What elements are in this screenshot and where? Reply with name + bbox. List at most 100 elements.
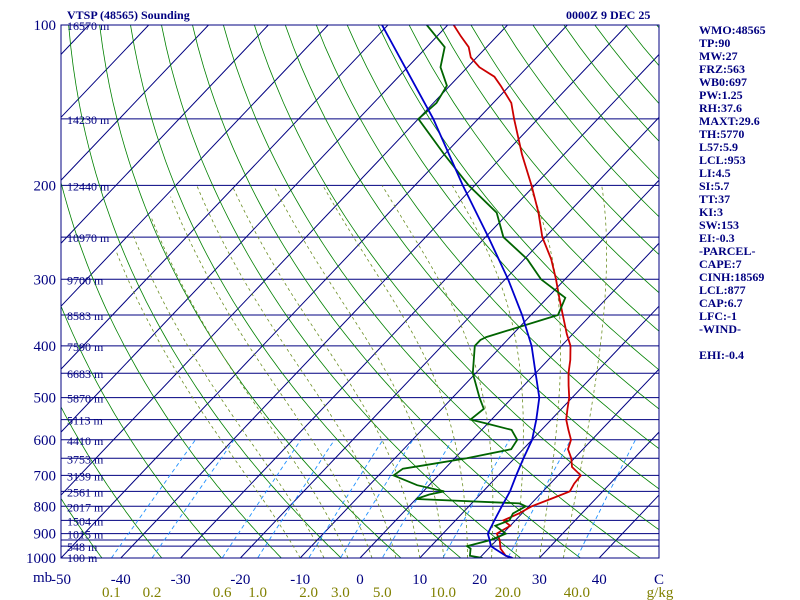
moist-adiabat xyxy=(562,185,607,558)
isotherm-line xyxy=(61,25,209,182)
dry-adiabat xyxy=(61,497,103,558)
moist-adiabat xyxy=(131,232,325,558)
mixing-ratio-line xyxy=(221,439,302,558)
height-label: 3139 m xyxy=(67,469,104,483)
plot-frame xyxy=(60,24,660,559)
isotherm-line xyxy=(359,242,659,558)
dry-adiabat xyxy=(439,25,659,294)
mixing-ratio-tick-label: 0.1 xyxy=(102,585,121,600)
stat-line: FRZ:563 xyxy=(699,62,745,76)
height-label: 6683 m xyxy=(67,367,104,381)
dry-adiabat xyxy=(470,25,659,256)
pressure-tick-label: 700 xyxy=(34,468,57,484)
dry-adiabat xyxy=(61,406,163,558)
stat-line: WMO:48565 xyxy=(699,23,766,37)
dry-adiabat xyxy=(68,25,342,558)
height-label: 2017 m xyxy=(67,500,104,514)
isotherm-line xyxy=(0,25,29,558)
mixing-ratio-unit-label: g/kg xyxy=(647,585,674,600)
pressure-tick-label: 200 xyxy=(34,178,57,194)
stat-line: TH:5770 xyxy=(699,127,745,141)
height-label: 12440 m xyxy=(67,179,110,193)
isotherm-line xyxy=(61,25,329,307)
dry-adiabat xyxy=(315,25,659,450)
time-title: 0000Z 9 DEC 25 xyxy=(566,8,651,22)
station-title: VTSP (48565) Sounding xyxy=(67,8,190,22)
pressure-tick-label: 300 xyxy=(34,272,57,288)
stat-line: -PARCEL- xyxy=(699,244,756,258)
stat-line: EHI:-0.4 xyxy=(699,348,744,362)
temperature-tick-label: -50 xyxy=(51,572,71,588)
dry-adiabat xyxy=(61,305,223,558)
stat-line: CINH:18569 xyxy=(699,270,765,284)
pressure-tick-label: 900 xyxy=(34,527,57,543)
height-label: 7590 m xyxy=(67,340,104,354)
axis-corner-label: mb xyxy=(33,570,52,586)
dry-adiabat xyxy=(130,25,462,558)
dry-adiabat xyxy=(223,25,641,558)
mixing-ratio-tick-label: 20.0 xyxy=(495,585,521,600)
stat-line: CAP:6.7 xyxy=(699,296,743,310)
dry-adiabat xyxy=(61,181,282,558)
height-label: 2561 m xyxy=(67,485,104,499)
stat-line: L57:5.9 xyxy=(699,140,738,154)
stat-line: PW:1.25 xyxy=(699,88,743,102)
sounding-trace-1 xyxy=(452,25,583,558)
height-label: 8583 m xyxy=(67,309,104,323)
moist-adiabat xyxy=(273,185,445,558)
mixing-ratio-tick-label: 0.2 xyxy=(143,585,162,600)
height-label: 1015 m xyxy=(67,528,104,542)
mixing-ratio-line xyxy=(576,439,636,558)
moist-adiabat xyxy=(115,250,301,558)
pressure-tick-label: 800 xyxy=(34,499,57,515)
mixing-ratio-line xyxy=(257,439,335,558)
stat-line: -WIND- xyxy=(699,322,741,336)
dry-adiabat xyxy=(161,25,522,558)
temperature-unit-label: C xyxy=(654,572,664,588)
sounding-trace-2 xyxy=(391,25,567,558)
mixing-ratio-tick-label: 0.6 xyxy=(213,585,232,600)
mixing-ratio-tick-label: 10.0 xyxy=(430,585,456,600)
stat-line: TP:90 xyxy=(699,36,731,50)
isotherm-line xyxy=(299,179,659,558)
stat-line: MAXT:29.6 xyxy=(699,114,760,128)
isotherm-line xyxy=(61,25,389,370)
height-label: 16570 m xyxy=(67,19,110,33)
height-label: 14230 m xyxy=(67,113,110,127)
stat-line: SI:5.7 xyxy=(699,179,730,193)
height-label: 9700 m xyxy=(67,273,104,287)
mixing-ratio-line xyxy=(308,439,384,558)
stat-line: LCL:953 xyxy=(699,153,746,167)
mixing-ratio-line xyxy=(339,439,414,558)
dry-adiabat xyxy=(377,25,659,371)
pressure-tick-label: 400 xyxy=(34,339,57,355)
temperature-tick-label: -30 xyxy=(171,572,191,588)
temperature-tick-label: 0 xyxy=(356,572,364,588)
isotherm-line xyxy=(240,116,659,558)
dry-adiabat xyxy=(99,25,402,558)
temperature-tick-label: -10 xyxy=(290,572,310,588)
stat-line: SW:153 xyxy=(699,218,740,232)
mixing-ratio-line xyxy=(110,439,196,558)
height-label: 5113 m xyxy=(67,414,104,428)
dry-adiabat xyxy=(346,25,659,410)
isotherm-line xyxy=(61,25,269,244)
stat-line: LFC:-1 xyxy=(699,309,737,323)
stat-line: CAPE:7 xyxy=(699,257,742,271)
moist-adiabat xyxy=(170,196,373,558)
moist-adiabat xyxy=(322,185,469,558)
pressure-tick-label: 100 xyxy=(34,18,57,34)
temperature-tick-label: 10 xyxy=(412,572,427,588)
isotherm-line xyxy=(419,305,659,558)
stat-line: MW:27 xyxy=(699,49,738,63)
stat-line: LCL:877 xyxy=(699,283,746,297)
pressure-tick-label: 600 xyxy=(34,433,57,449)
height-label: 1504 m xyxy=(67,514,104,528)
isotherm-line xyxy=(61,25,449,433)
height-label: 10970 m xyxy=(67,231,110,245)
sounding-trace-3 xyxy=(381,25,541,558)
isotherm-line xyxy=(180,53,659,558)
stat-line: WB0:697 xyxy=(699,75,747,89)
isotherm-line xyxy=(479,368,659,558)
